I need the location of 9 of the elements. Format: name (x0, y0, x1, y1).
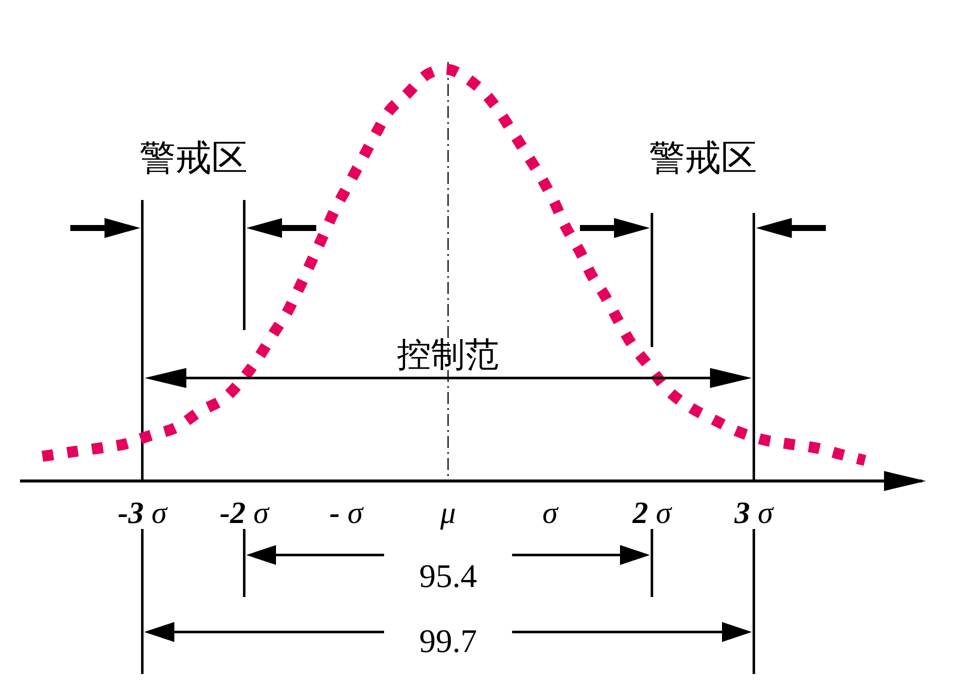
x-tick-label: σ (542, 495, 558, 530)
x-tick-label: -3 σ (118, 495, 167, 530)
x-tick-label: 2 σ (632, 495, 672, 530)
annotation: 99.7 (419, 624, 477, 660)
x-tick-label: - σ (329, 495, 363, 530)
x-tick-label: 3 σ (734, 495, 774, 530)
x-tick-label: μ (440, 495, 456, 530)
x-tick-label: -2 σ (220, 495, 269, 530)
annotation: 95.4 (419, 559, 477, 595)
